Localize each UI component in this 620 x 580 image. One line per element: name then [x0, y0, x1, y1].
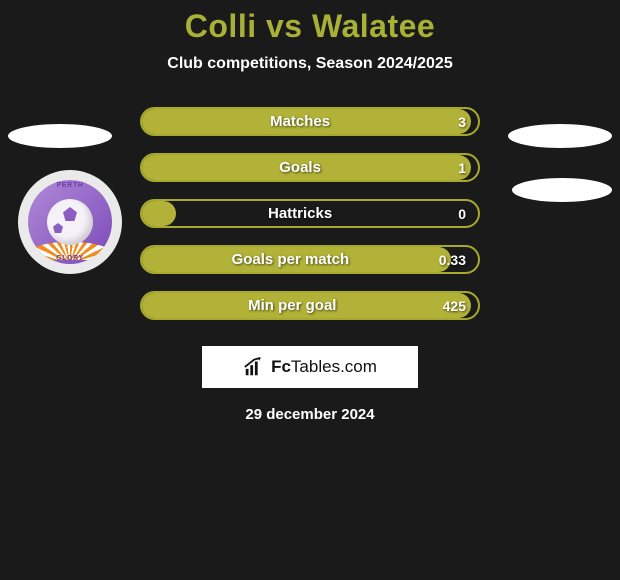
- club-badge-text-top: PERTH: [57, 182, 84, 189]
- stat-bar-goals: Goals 1: [140, 153, 480, 182]
- stat-bar-value: 0.33: [439, 252, 478, 268]
- stat-bar-value: 0: [458, 206, 478, 222]
- stat-bar-goals-per-match: Goals per match 0.33: [140, 245, 480, 274]
- page-title: Colli vs Walatee: [185, 8, 435, 45]
- stat-bar-list: Matches 3 Goals 1 Hattricks 0 Goals per …: [140, 107, 480, 320]
- stat-bar-label: Hattricks: [142, 205, 458, 222]
- stat-bar-min-per-goal: Min per goal 425: [140, 291, 480, 320]
- club-badge-inner: PERTH GLORY: [28, 180, 112, 264]
- player-placeholder-left: [8, 124, 112, 148]
- club-badge-ball-icon: [47, 199, 93, 245]
- stat-bar-label: Matches: [142, 113, 458, 130]
- stat-bar-hattricks: Hattricks 0: [140, 199, 480, 228]
- stat-bar-value: 1: [458, 160, 478, 176]
- stat-bar-value: 3: [458, 114, 478, 130]
- stat-bar-label: Goals: [142, 159, 458, 176]
- club-badge-text-bottom: GLORY: [56, 255, 84, 262]
- stat-bar-value: 425: [443, 298, 478, 314]
- brand-box[interactable]: FcTables.com: [202, 346, 418, 388]
- brand-text-rest: Tables.com: [291, 357, 377, 376]
- stat-bar-label: Min per goal: [142, 297, 443, 314]
- stat-bar-matches: Matches 3: [140, 107, 480, 136]
- chart-icon: [243, 356, 265, 378]
- club-badge: PERTH GLORY: [18, 170, 122, 274]
- date-line: 29 december 2024: [245, 406, 374, 423]
- brand-text-bold: Fc: [271, 357, 291, 376]
- player-placeholder-right-1: [508, 124, 612, 148]
- page-subtitle: Club competitions, Season 2024/2025: [167, 55, 452, 73]
- player-placeholder-right-2: [512, 178, 612, 202]
- stat-bar-label: Goals per match: [142, 251, 439, 268]
- brand-text: FcTables.com: [271, 357, 377, 377]
